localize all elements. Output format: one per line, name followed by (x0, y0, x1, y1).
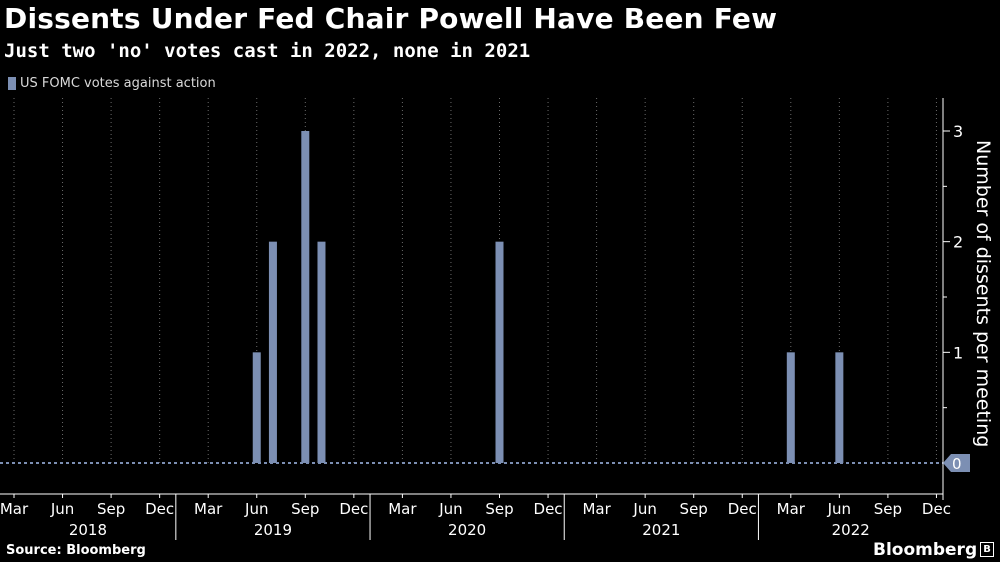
x-tick-label: Sep (874, 500, 902, 518)
x-tick-label: Jun (632, 500, 656, 518)
bar (786, 352, 795, 463)
x-tick-label: Mar (582, 500, 611, 518)
bar (317, 241, 326, 463)
bloomberg-logo: Bloomberg (873, 540, 978, 560)
bar (301, 131, 310, 463)
bar (495, 241, 504, 463)
x-tick-label: Jun (438, 500, 462, 518)
x-tick-label: Jun (50, 500, 74, 518)
x-tick-label: Dec (922, 500, 951, 518)
y-tick-label: 2 (953, 233, 963, 252)
bar (268, 241, 277, 463)
x-tick-label: Mar (777, 500, 806, 518)
bloomberg-b-icon: B (980, 542, 994, 557)
legend: US FOMC votes against action (8, 76, 216, 91)
x-tick-label: Sep (680, 500, 708, 518)
x-year-label: 2021 (642, 521, 680, 539)
x-tick-label: Mar (194, 500, 223, 518)
legend-swatch (8, 77, 16, 90)
x-year-label: 2018 (69, 521, 107, 539)
bar (835, 352, 844, 463)
last-value-marker (943, 454, 970, 472)
x-tick-label: Mar (0, 500, 29, 518)
x-tick-label: Jun (827, 500, 851, 518)
y-axis-title: Number of dissents per meeting (972, 140, 994, 447)
y-tick-label: 3 (953, 122, 963, 141)
chart-title: Dissents Under Fed Chair Powell Have Bee… (4, 2, 778, 35)
x-tick-label: Dec (728, 500, 757, 518)
legend-label: US FOMC votes against action (20, 76, 216, 91)
x-tick-label: Sep (291, 500, 319, 518)
chart-subtitle: Just two 'no' votes cast in 2022, none i… (4, 40, 531, 62)
last-value-label: 0 (952, 455, 962, 473)
x-year-label: 2019 (254, 521, 292, 539)
x-year-label: 2022 (832, 521, 870, 539)
x-tick-label: Dec (145, 500, 174, 518)
x-year-label: 2020 (448, 521, 486, 539)
x-tick-label: Sep (97, 500, 125, 518)
bar (252, 352, 261, 463)
y-tick-label: 1 (953, 343, 963, 362)
x-tick-label: Jun (244, 500, 268, 518)
x-tick-label: Dec (339, 500, 368, 518)
x-tick-label: Mar (388, 500, 417, 518)
x-tick-label: Sep (485, 500, 513, 518)
source-note: Source: Bloomberg (6, 543, 146, 558)
x-tick-label: Dec (534, 500, 563, 518)
